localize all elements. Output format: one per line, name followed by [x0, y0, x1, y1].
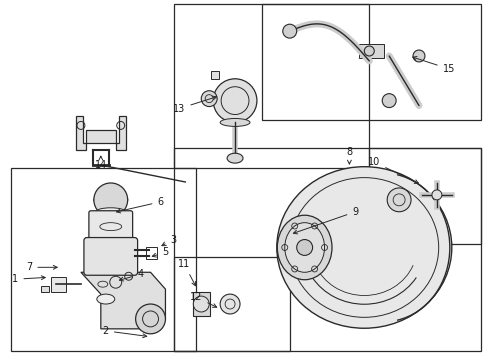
Circle shape — [412, 50, 424, 62]
Ellipse shape — [284, 223, 324, 272]
Circle shape — [364, 46, 373, 56]
FancyBboxPatch shape — [84, 238, 137, 275]
Ellipse shape — [276, 167, 451, 328]
Text: 11: 11 — [178, 259, 195, 286]
Polygon shape — [81, 272, 165, 329]
Ellipse shape — [226, 153, 243, 163]
Circle shape — [135, 304, 165, 334]
Circle shape — [193, 296, 209, 312]
Bar — [211, 71, 219, 79]
Text: 6: 6 — [116, 197, 163, 213]
Ellipse shape — [277, 215, 331, 280]
Ellipse shape — [220, 118, 249, 126]
Bar — [41, 286, 49, 292]
Text: 9: 9 — [293, 207, 358, 234]
Text: 8: 8 — [346, 147, 352, 164]
Text: 10: 10 — [367, 157, 418, 183]
Bar — [11, 168, 196, 351]
Text: 4: 4 — [119, 269, 143, 281]
FancyBboxPatch shape — [89, 211, 132, 243]
Bar — [193, 292, 210, 316]
Circle shape — [382, 94, 395, 108]
Circle shape — [94, 183, 127, 217]
Circle shape — [282, 24, 296, 38]
Circle shape — [431, 190, 441, 200]
Bar — [174, 257, 289, 351]
Text: 1: 1 — [12, 274, 45, 284]
Bar — [174, 148, 480, 351]
Circle shape — [220, 294, 240, 314]
Circle shape — [213, 79, 256, 122]
Ellipse shape — [97, 294, 115, 304]
Text: 2: 2 — [102, 326, 146, 338]
Ellipse shape — [94, 195, 127, 205]
Ellipse shape — [96, 208, 125, 216]
Text: 5: 5 — [152, 247, 168, 257]
Text: 12: 12 — [190, 292, 216, 307]
Polygon shape — [76, 116, 125, 150]
Circle shape — [296, 239, 312, 255]
Circle shape — [201, 91, 217, 107]
Bar — [368, 148, 480, 244]
Text: 15: 15 — [412, 57, 454, 74]
Bar — [51, 277, 66, 292]
Bar — [262, 4, 480, 121]
Text: 13: 13 — [173, 96, 216, 113]
Text: 14: 14 — [95, 156, 107, 170]
Bar — [145, 247, 156, 260]
Text: 3: 3 — [162, 234, 176, 246]
Bar — [174, 4, 368, 168]
Circle shape — [386, 188, 410, 212]
Bar — [359, 44, 384, 58]
Text: 7: 7 — [26, 262, 57, 272]
